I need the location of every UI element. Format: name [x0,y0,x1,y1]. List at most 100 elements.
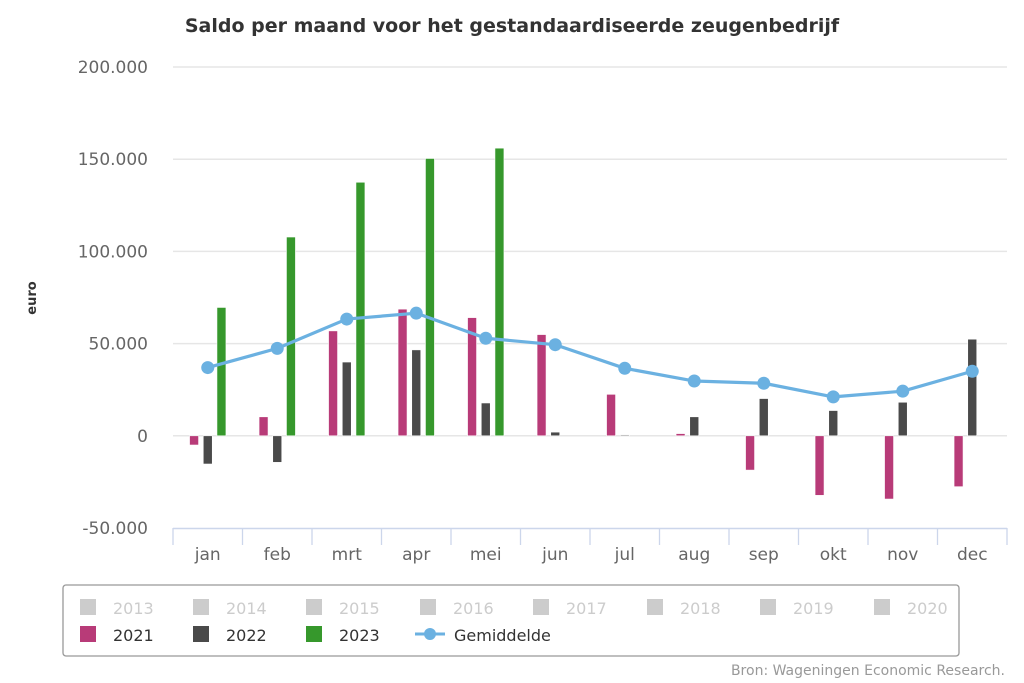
y-tick-label: 100.000 [78,242,148,262]
legend-swatch [420,599,436,615]
x-tick-label: apr [402,545,430,565]
x-tick-label: jun [541,545,568,565]
point-Gemiddelde-feb [270,341,284,355]
bar-series [189,147,978,500]
legend-swatch [193,599,209,615]
bar-2022-feb [272,435,283,463]
legend-swatch [80,599,96,615]
bar-2021-sep [745,435,755,471]
legend-item-2021[interactable]: 2021 [80,626,154,645]
legend-label: 2017 [566,599,607,618]
y-axis-ticks: -50.000 0 50.000 100.000 150.000 200.000 [78,58,148,539]
bar-2021-jun [536,334,547,437]
bar-2021-jan [189,435,199,446]
legend-item-2017[interactable]: 2017 [533,599,607,618]
legend-item-Gemiddelde[interactable]: Gemiddelde [415,626,551,645]
legend-item-2019[interactable]: 2019 [760,599,834,618]
legend-item-2022[interactable]: 2022 [193,626,267,645]
legend-item-2023[interactable]: 2023 [306,626,380,645]
bar-2022-nov [897,401,908,437]
legend-swatch [533,599,549,615]
legend-label: 2013 [113,599,154,618]
y-tick-label: -50.000 [82,519,148,539]
legend-item-2015[interactable]: 2015 [306,599,380,618]
x-tick-label: jan [194,545,221,565]
bar-2023-apr [425,158,435,437]
point-Gemiddelde-okt [826,390,840,404]
point-Gemiddelde-jan [201,361,215,375]
y-tick-label: 50.000 [89,335,148,355]
legend-swatch [874,599,890,615]
bar-2021-jul [606,394,616,437]
legend-label: 2018 [680,599,721,618]
bar-2022-sep [758,398,769,437]
point-Gemiddelde-dec [965,364,979,378]
legend-item-2020[interactable]: 2020 [874,599,948,618]
bar-2023-mei [494,147,505,437]
legend-swatch [80,626,96,642]
bar-2022-jul [619,434,630,437]
legend-item-2016[interactable]: 2016 [420,599,494,618]
bar-2021-dec [953,435,964,487]
legend-label: 2014 [226,599,267,618]
x-axis: jan feb mrt apr mei jun jul aug sep okt nov dec [172,527,1008,565]
y-tick-label: 0 [137,427,148,447]
x-tick-label: jul [614,545,635,565]
legend-label: 2021 [113,626,154,645]
point-Gemiddelde-jun [548,338,562,352]
legend: 2013 2014 2015 2016 2017 2018 2019 2020 2021 2022… [62,584,960,657]
legend-label: 2023 [339,626,380,645]
legend-item-2013[interactable]: 2013 [80,599,154,618]
bar-2022-mei [480,402,491,437]
bar-2021-aug [675,433,686,437]
point-Gemiddelde-apr [409,306,423,320]
bar-2023-jan [216,307,227,437]
x-tick-label: nov [887,545,918,565]
x-tick-label: aug [678,545,710,565]
average-line-series [201,306,979,404]
legend-label: 2020 [907,599,948,618]
x-tick-label: dec [957,545,988,565]
point-Gemiddelde-jul [618,361,632,375]
legend-label: 2022 [226,626,267,645]
legend-item-2018[interactable]: 2018 [647,599,721,618]
legend-box [62,584,960,657]
point-Gemiddelde-mei [479,331,493,345]
bar-2022-okt [828,410,839,437]
x-tick-label: feb [264,545,291,565]
bar-2022-apr [411,349,422,437]
legend-swatch [760,599,776,615]
bar-2022-jun [550,431,561,437]
legend-item-2014[interactable]: 2014 [193,599,267,618]
bar-2022-aug [689,416,700,437]
legend-label: 2015 [339,599,380,618]
y-axis-label: euro [25,281,40,314]
point-Gemiddelde-sep [757,376,771,390]
bar-2021-feb [258,416,269,437]
x-tick-label: mei [470,545,502,565]
bar-2023-feb [286,236,296,437]
line-Gemiddelde [207,311,973,399]
point-Gemiddelde-nov [896,384,910,398]
legend-label: Gemiddelde [454,626,551,645]
legend-swatch [306,599,322,615]
credit-text: Bron: Wageningen Economic Research. [731,663,1005,679]
bar-2021-mrt [328,330,338,437]
bar-2022-mrt [341,361,352,437]
bar-2022-dec [967,338,978,437]
legend-swatch [647,599,663,615]
bar-2021-mei [467,317,477,437]
legend-marker-symbol [424,628,436,640]
legend-label: 2019 [793,599,834,618]
y-tick-label: 200.000 [78,58,148,78]
legend-label: 2016 [453,599,494,618]
y-tick-label: 150.000 [78,150,148,170]
chart-title: Saldo per maand voor het gestandaardisee… [185,15,840,37]
bar-2022-jan [202,435,213,465]
legend-swatch [306,626,322,642]
bar-2021-apr [397,308,408,437]
bar-2021-okt [814,435,825,496]
x-tick-label: mrt [332,545,363,565]
legend-swatch [193,626,209,642]
